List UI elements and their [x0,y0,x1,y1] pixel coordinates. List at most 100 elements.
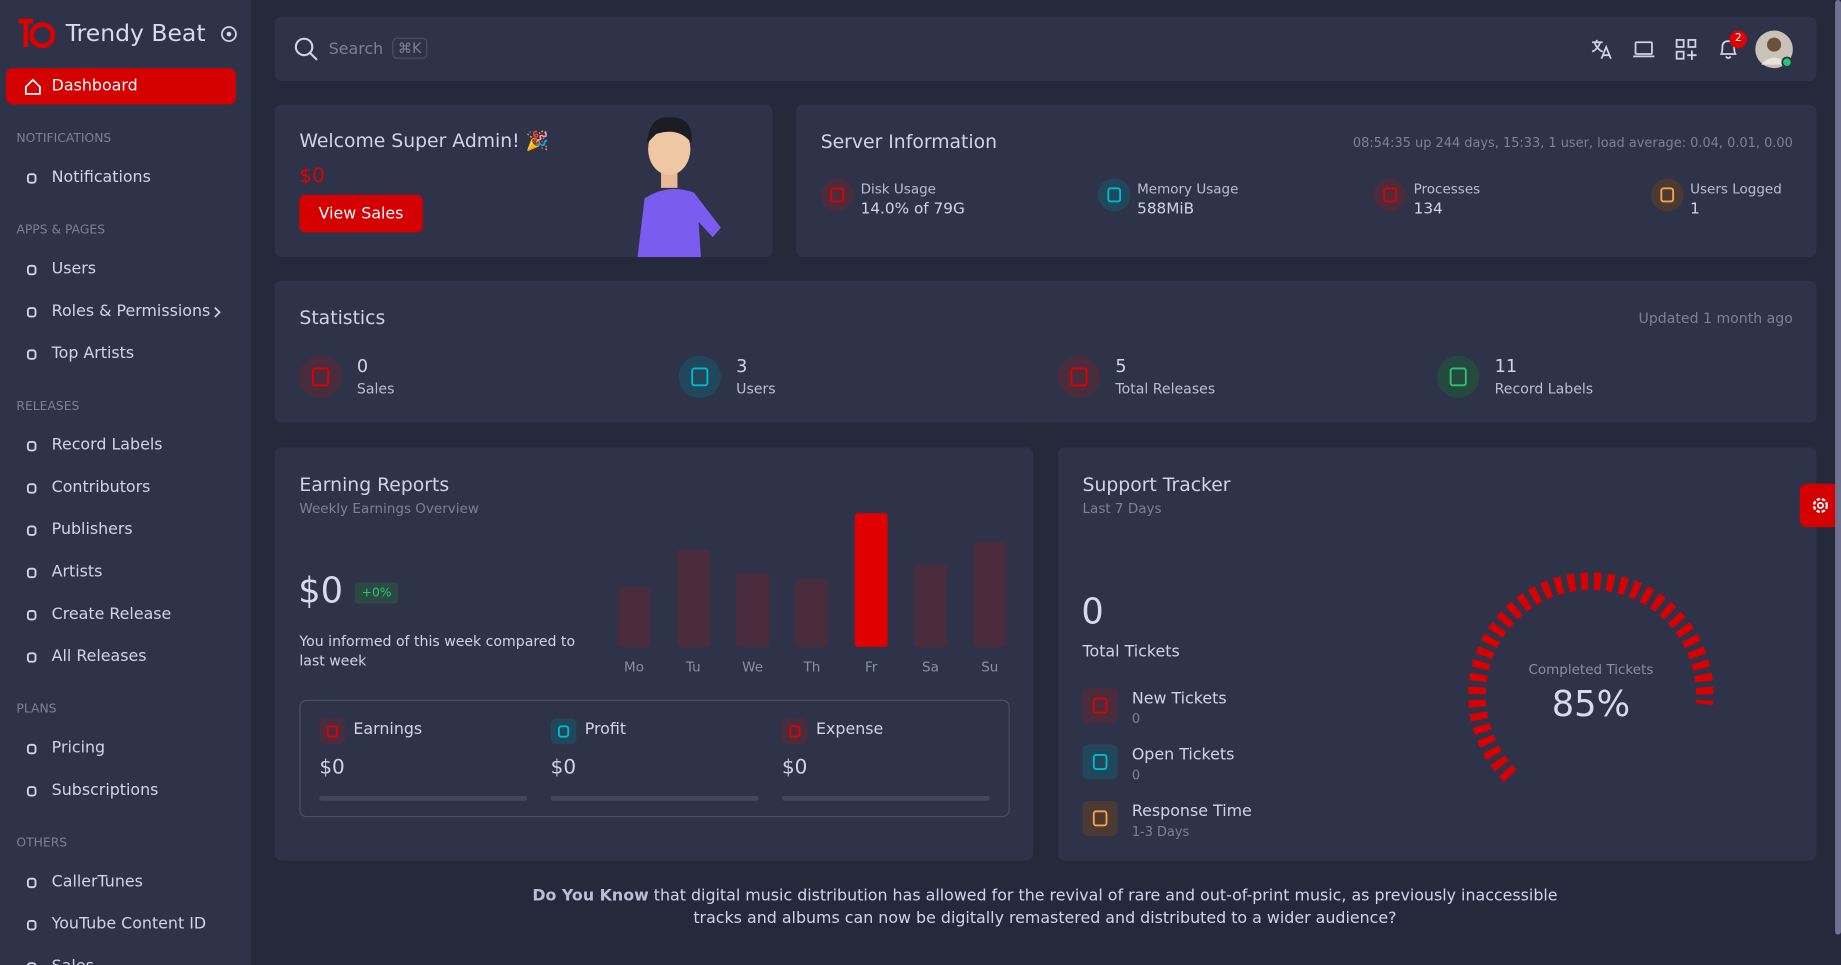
stat-value: 3 [736,355,748,377]
breakdown: Earnings $0 Profit $0 Expense $0 [299,699,1010,818]
logo [18,18,56,49]
icon [26,525,37,536]
topbar: Search ⌘K 2 [274,16,1817,82]
icon-glyph [26,567,37,579]
icon-bg [1097,178,1131,212]
icon-bg [820,178,854,212]
display-icon[interactable] [1632,38,1655,61]
welcome-card: Welcome Super Admin! 🎉 $0 View Sales [274,104,773,258]
x-tick-label: Su [981,660,998,676]
icon-glyph [26,920,37,931]
bar [676,549,710,647]
icon [1097,178,1131,212]
stat-label: Total Releases [1115,380,1216,397]
x-tick-label: We [742,660,763,676]
breakdown-value: $0 [781,756,808,780]
gauge [1468,572,1714,782]
nav-section-title: OTHERS [16,835,68,851]
nav-item[interactable]: Notifications [51,167,151,187]
progress-track [550,796,759,801]
settings-button[interactable] [1799,483,1841,528]
icon [319,718,346,745]
bar [973,542,1007,647]
nav-item[interactable]: Publishers [51,520,133,539]
breakdown-label: Expense [815,719,884,739]
icon-glyph [26,307,37,318]
nav-item[interactable]: Sales [52,957,94,965]
support-label: Response Time [1131,801,1252,821]
support-items: New Tickets 0 Open Tickets 0 Response Time 1-… [1058,447,1816,860]
support-value: 1-3 Days [1131,824,1190,840]
icon [1650,178,1684,212]
nav-active[interactable]: Dashboard [5,68,236,105]
icon-glyph [1449,367,1467,387]
x-tick-label: Fr [865,660,878,676]
nav-item[interactable]: Roles & Permissions [51,301,211,321]
icon-bg [1373,178,1407,212]
support-value: 0 [1131,711,1141,727]
icon [26,440,37,452]
icon [26,567,37,579]
sidebar [0,0,252,965]
nav-item[interactable]: Subscriptions [51,780,159,800]
nav-item[interactable]: Record Labels [51,435,163,455]
nav-item[interactable]: Top Artists [51,344,135,363]
nav-item[interactable]: CallerTunes [51,872,143,892]
server-value: 134 [1413,200,1443,219]
nav-item[interactable]: All Releases [51,646,147,666]
footer-lead: Do You Know [532,886,649,906]
icon-glyph [26,786,37,797]
support-subtitle: Last 7 Days [1082,500,1162,517]
support-label: New Tickets [1131,689,1227,708]
scrollbar [1835,0,1841,935]
language-icon[interactable] [1590,38,1613,61]
icon [26,349,37,360]
icon-glyph [26,349,37,360]
collapse-toggle[interactable] [220,25,239,44]
icon-bg [1650,178,1684,212]
icon-glyph [1106,187,1121,203]
server-items: Disk Usage 14.0% of 79G Memory Usage 588MiB… [796,104,1816,257]
nav-item[interactable]: Users [51,259,97,279]
icon-glyph [691,367,709,387]
avatar[interactable] [1754,29,1794,69]
nav-item[interactable]: YouTube Content ID [51,914,207,934]
icon [678,355,721,399]
icon [1082,744,1118,780]
earnings-subtitle: Weekly Earnings Overview [299,500,479,517]
icon-bg [678,355,721,399]
chevron [214,306,221,318]
gauge-arc [1468,572,1714,782]
icon [26,877,37,889]
nav-section-title: APPS & PAGES [16,223,106,238]
bell-icon[interactable] [1717,38,1740,61]
nav-section-title: PLANS [16,702,57,717]
nav-item[interactable]: Contributors [51,477,151,497]
icon [1057,355,1101,399]
nav-item[interactable]: Pricing [51,738,106,758]
icon [550,718,577,745]
icon-glyph [26,743,37,755]
icon-glyph [1092,754,1108,770]
nav-item[interactable]: Artists [51,562,103,582]
notification-badge: 2 [1729,30,1748,49]
earnings-change: +0% [354,582,399,604]
bar [795,578,829,647]
chevron-path [214,306,221,318]
search-input[interactable]: Search [328,39,384,59]
bar [914,564,947,647]
progress-track [319,796,528,801]
stat-label: Sales [356,380,395,397]
apps-icon[interactable] [1674,38,1697,61]
view-sales-button[interactable]: View Sales [299,194,423,233]
icon [1082,688,1118,724]
footer-text: that digital music distribution has allo… [648,886,1558,928]
icon-glyph [1659,187,1674,203]
icon [26,264,37,276]
server-label: Processes [1413,180,1481,198]
icon-bg [299,355,342,399]
icon [26,786,37,797]
nav-item[interactable]: Create Release [51,604,172,624]
icon-glyph [26,483,37,494]
breakdown-value: $0 [550,756,577,780]
